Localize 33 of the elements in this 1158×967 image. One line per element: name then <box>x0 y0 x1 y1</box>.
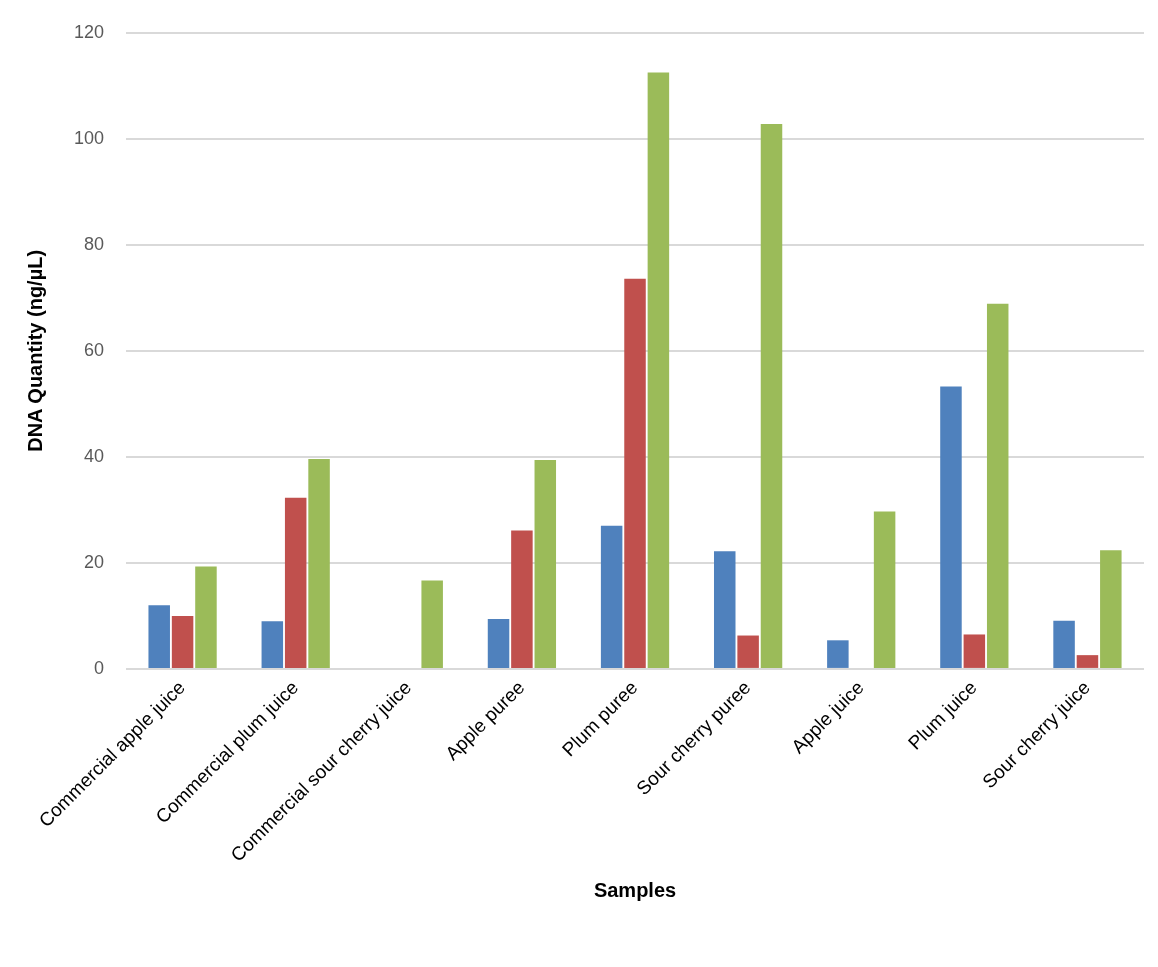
bar <box>624 278 646 668</box>
bar <box>760 123 783 668</box>
bar <box>986 303 1009 668</box>
y-tick-label: 40 <box>84 445 105 466</box>
bar <box>737 635 759 668</box>
bar <box>873 511 896 668</box>
bar <box>827 640 849 668</box>
bar <box>1053 620 1075 668</box>
bar <box>940 386 962 668</box>
y-tick-label: 120 <box>73 21 105 42</box>
bar <box>534 460 557 668</box>
bar <box>308 459 330 668</box>
bar <box>1076 655 1099 668</box>
y-tick-label: 100 <box>73 127 105 148</box>
bar <box>511 530 533 668</box>
y-tick-label: 0 <box>94 657 105 678</box>
y-axis-title: DNA Quantity (ng/µL) <box>23 249 46 452</box>
x-axis-title: Samples <box>593 878 677 901</box>
bar <box>647 72 670 668</box>
bar <box>963 634 986 668</box>
y-tick-label: 60 <box>84 339 105 360</box>
y-tick-label: 20 <box>84 551 105 572</box>
bar <box>261 621 284 668</box>
bar <box>421 580 443 668</box>
bar <box>714 551 736 668</box>
bar <box>600 525 623 668</box>
y-tick-label: 80 <box>84 233 105 254</box>
bar <box>171 615 194 668</box>
bar <box>284 497 307 668</box>
bar <box>195 566 217 668</box>
bar <box>148 605 170 668</box>
bar <box>1100 550 1122 668</box>
bar <box>487 619 510 668</box>
